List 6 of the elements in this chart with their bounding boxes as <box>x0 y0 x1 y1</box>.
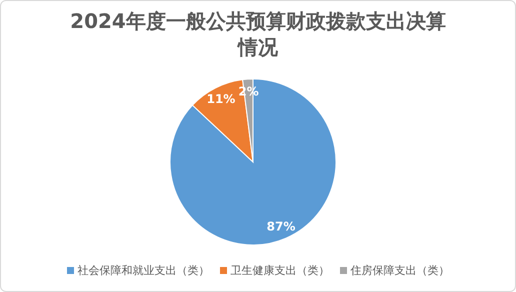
legend-label: 住房保障支出（类） <box>350 263 450 278</box>
chart-title: 2024年度一般公共预算财政拨款支出决算情况 <box>70 8 446 60</box>
legend-label: 卫生健康支出（类） <box>230 263 330 278</box>
data-label: 87% <box>266 220 296 234</box>
legend-label: 社会保障和就业支出（类） <box>76 263 210 278</box>
data-label: 11% <box>206 92 236 106</box>
